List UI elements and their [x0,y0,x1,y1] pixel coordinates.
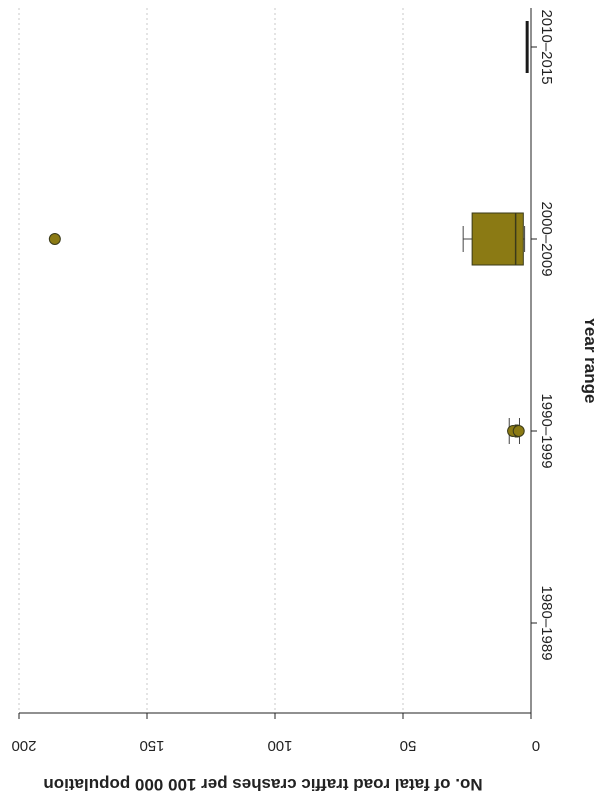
grid-lines [18,8,404,713]
value-tick-label: 0 [532,737,540,754]
category-tick-label: 1980–1989 [538,585,555,660]
value-tick-label: 150 [139,737,164,754]
value-tick-label: 200 [11,737,36,754]
category-tick-label: 1990–1999 [538,393,555,468]
box-iqr [471,212,524,266]
box-plot-series [48,21,529,444]
category-tick-label: 2000–2009 [538,201,555,276]
y-axis-title: No. of fatal road traffic crashes per 10… [43,775,482,794]
box-1990–1999 [507,418,525,444]
x-axis-title: Year range [581,317,594,404]
tick-labels: 0 50 100 150 200 1980–1989 1990–1999 2000–2009 2… [11,9,555,754]
category-tick-label: 2010–2015 [538,9,555,84]
box-2000–2009 [48,212,526,266]
value-tick-label: 50 [400,737,417,754]
outlier-point [48,233,61,245]
value-tick-label: 100 [267,737,292,754]
outlier-point [512,425,525,437]
